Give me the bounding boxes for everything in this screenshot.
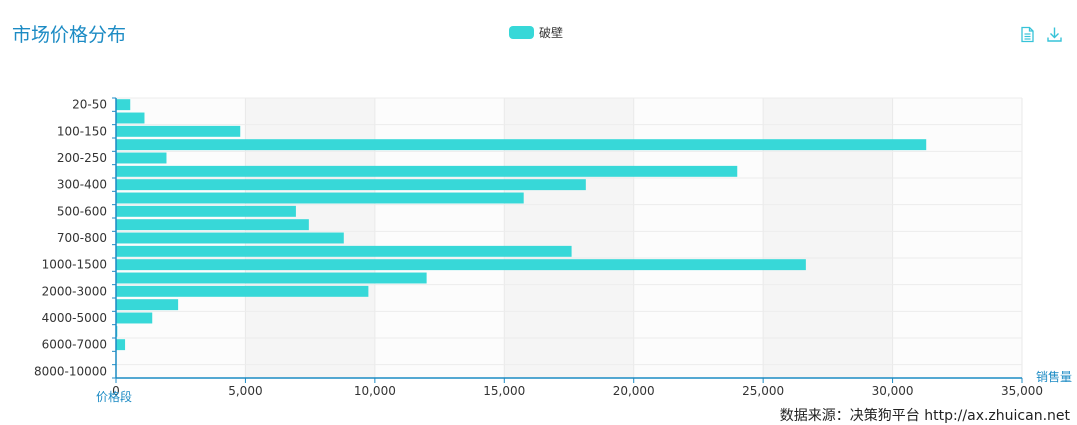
bar-2000-3000 bbox=[116, 285, 369, 297]
bar-400-500 bbox=[116, 192, 524, 204]
data-view-icon[interactable] bbox=[1019, 26, 1036, 43]
chart-title: 市场价格分布 bbox=[12, 24, 127, 46]
y-tick-label: 700-800 bbox=[57, 231, 107, 245]
x-tick-label: 35,000 bbox=[1001, 384, 1043, 398]
x-tick-label: 15,000 bbox=[483, 384, 525, 398]
bar-6000-7000 bbox=[116, 339, 126, 351]
bar-20-50 bbox=[116, 99, 131, 111]
toolbox bbox=[1019, 26, 1063, 43]
y-tick-label: 20-50 bbox=[72, 98, 107, 112]
y-tick-label: 4000-5000 bbox=[42, 311, 107, 325]
bar-250-300 bbox=[116, 165, 738, 177]
bar-100-150 bbox=[116, 125, 241, 137]
y-tick-label: 500-600 bbox=[57, 204, 107, 218]
x-tick-label: 10,000 bbox=[354, 384, 396, 398]
bar-500-600 bbox=[116, 205, 296, 217]
bar-800-1000 bbox=[116, 245, 572, 257]
y-tick-label: 300-400 bbox=[57, 178, 107, 192]
y-tick-label: 200-250 bbox=[57, 151, 107, 165]
legend-label: 破壁 bbox=[539, 25, 564, 40]
download-icon[interactable] bbox=[1046, 26, 1063, 43]
y-tick-label: 1000-1500 bbox=[42, 258, 107, 272]
y-tick-label: 2000-3000 bbox=[42, 284, 107, 298]
bar-300-400 bbox=[116, 179, 586, 191]
y-axis-title: 价格段 bbox=[96, 389, 132, 404]
y-tick-label: 6000-7000 bbox=[42, 338, 107, 352]
x-tick-label: 30,000 bbox=[872, 384, 914, 398]
data-source-note: 数据来源：决策狗平台 http://ax.zhuican.net bbox=[779, 408, 1070, 424]
bar-1500-2000 bbox=[116, 272, 427, 284]
x-tick-label: 5,000 bbox=[228, 384, 262, 398]
bar-3000-4000 bbox=[116, 299, 179, 311]
bar-200-250 bbox=[116, 152, 167, 164]
bar-600-700 bbox=[116, 219, 309, 231]
legend-item[interactable]: 破壁 bbox=[509, 24, 563, 40]
legend-swatch bbox=[509, 25, 534, 39]
x-tick-label: 0 bbox=[112, 384, 120, 398]
x-tick-label: 25,000 bbox=[742, 384, 784, 398]
x-tick-label: 20,000 bbox=[613, 384, 655, 398]
bar-4000-5000 bbox=[116, 312, 153, 324]
y-tick-label: 100-150 bbox=[57, 124, 107, 138]
bar-700-800 bbox=[116, 232, 344, 244]
x-axis-title: 销售量 bbox=[1036, 369, 1072, 384]
bar-1000-1500 bbox=[116, 259, 806, 271]
bar-150-200 bbox=[116, 139, 927, 151]
bar-50-100 bbox=[116, 112, 145, 124]
y-tick-label: 8000-10000 bbox=[34, 364, 107, 378]
